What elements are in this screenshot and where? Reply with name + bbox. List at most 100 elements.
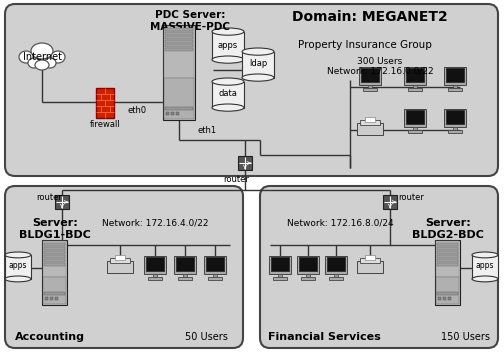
Bar — [438, 297, 441, 300]
Bar — [278, 274, 282, 277]
Ellipse shape — [472, 276, 498, 282]
Bar — [437, 292, 458, 295]
Bar — [448, 88, 462, 91]
Text: Accounting: Accounting — [15, 332, 85, 342]
Bar — [437, 259, 458, 262]
FancyBboxPatch shape — [5, 4, 498, 176]
Bar — [363, 88, 377, 91]
Bar — [360, 258, 380, 263]
Bar — [204, 256, 226, 274]
Text: router: router — [398, 193, 424, 202]
Bar — [437, 243, 458, 246]
Bar — [437, 263, 458, 266]
FancyBboxPatch shape — [5, 186, 243, 348]
Bar — [383, 195, 397, 209]
Bar — [368, 85, 372, 88]
Bar — [164, 26, 194, 78]
Text: apps: apps — [9, 262, 27, 271]
Bar — [110, 258, 130, 263]
Bar — [446, 68, 464, 82]
Bar — [171, 112, 174, 115]
Bar — [329, 277, 343, 280]
Bar — [334, 274, 338, 277]
Bar — [208, 277, 222, 280]
Bar — [146, 257, 164, 271]
Bar — [436, 277, 459, 304]
Text: Network: 172.16.4.0/22: Network: 172.16.4.0/22 — [102, 218, 208, 227]
Ellipse shape — [212, 78, 244, 85]
Bar — [453, 85, 457, 88]
Text: 50 Users: 50 Users — [185, 332, 228, 342]
Text: eth1: eth1 — [198, 126, 217, 135]
Bar — [176, 112, 179, 115]
Bar — [166, 112, 169, 115]
Ellipse shape — [5, 276, 31, 282]
Text: router: router — [223, 175, 249, 184]
Bar — [472, 255, 498, 279]
Bar — [183, 274, 187, 277]
Bar — [165, 32, 193, 35]
Ellipse shape — [5, 252, 31, 258]
Bar — [437, 255, 458, 257]
Bar — [44, 243, 65, 246]
Ellipse shape — [212, 56, 244, 63]
Text: router: router — [36, 193, 62, 202]
Bar — [404, 109, 426, 127]
Bar — [115, 255, 125, 260]
Bar — [44, 259, 65, 262]
Bar — [357, 123, 383, 135]
Bar — [408, 88, 422, 91]
Bar — [443, 297, 446, 300]
Bar — [446, 110, 464, 124]
Text: 300 Users: 300 Users — [357, 57, 403, 66]
Ellipse shape — [212, 28, 244, 35]
Bar — [55, 195, 69, 209]
Bar — [413, 127, 417, 130]
Bar — [144, 256, 166, 274]
Text: apps: apps — [476, 262, 494, 271]
Bar — [404, 67, 426, 85]
Text: Domain: MEGANET2: Domain: MEGANET2 — [292, 10, 448, 24]
Bar — [44, 251, 65, 253]
Text: Property Insurance Group: Property Insurance Group — [298, 40, 432, 50]
Text: Server:
BLDG2-BDC: Server: BLDG2-BDC — [412, 218, 484, 240]
Bar — [164, 78, 194, 119]
Bar — [327, 257, 345, 271]
Text: Server:
BLDG1-BDC: Server: BLDG1-BDC — [19, 218, 91, 240]
Bar — [406, 68, 424, 82]
Ellipse shape — [31, 43, 53, 59]
Text: 150 Users: 150 Users — [441, 332, 490, 342]
Text: Financial Services: Financial Services — [268, 332, 381, 342]
Bar — [301, 277, 315, 280]
Bar — [297, 256, 319, 274]
Text: Network: 172.16.0.0/22: Network: 172.16.0.0/22 — [327, 67, 433, 76]
Bar — [238, 156, 252, 170]
Ellipse shape — [44, 58, 56, 68]
Bar — [448, 130, 462, 133]
Ellipse shape — [19, 51, 33, 63]
Ellipse shape — [28, 58, 40, 68]
Bar — [212, 32, 244, 59]
Text: eth0: eth0 — [128, 106, 147, 115]
Bar — [271, 257, 289, 271]
Bar — [365, 255, 375, 260]
Bar — [176, 257, 194, 271]
Bar — [361, 68, 379, 82]
Bar — [406, 110, 424, 124]
Text: data: data — [219, 89, 237, 99]
Bar — [325, 256, 347, 274]
Bar — [44, 292, 65, 295]
Bar — [359, 67, 381, 85]
Bar — [273, 277, 287, 280]
Bar — [299, 257, 317, 271]
Bar — [44, 263, 65, 266]
Bar — [174, 256, 196, 274]
Text: firewall: firewall — [90, 120, 120, 129]
Bar — [444, 67, 466, 85]
Ellipse shape — [242, 74, 274, 81]
Bar — [107, 261, 133, 273]
Bar — [163, 25, 195, 120]
Bar — [96, 88, 114, 118]
Bar — [153, 274, 157, 277]
Bar — [165, 36, 193, 38]
